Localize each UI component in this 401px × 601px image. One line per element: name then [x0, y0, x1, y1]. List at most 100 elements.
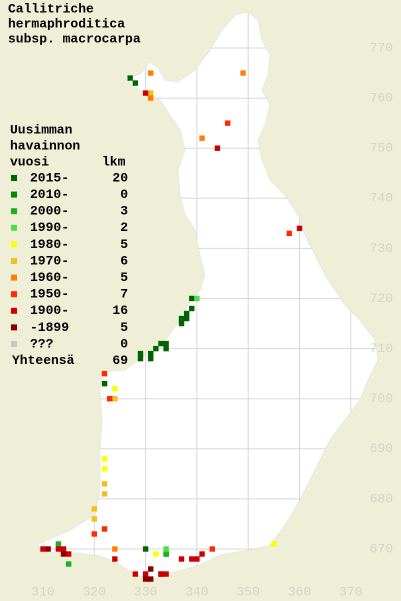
observation-square: [148, 576, 154, 582]
observation-square: [91, 506, 97, 512]
observation-square: [132, 80, 139, 86]
legend-total-label: Yhteensä: [12, 353, 75, 368]
observation-square: [148, 350, 154, 357]
legend-swatch: [11, 191, 17, 198]
y-tick-label: 680: [370, 491, 393, 506]
observation-square: [101, 456, 108, 462]
legend-swatch: [11, 175, 17, 181]
legend-count-header: lkm: [102, 154, 126, 169]
legend: Uusimman havainnon vuosi lkm 2015- 202010…: [10, 122, 128, 368]
title-line: subsp. macrocarpa: [8, 31, 141, 46]
observation-square: [112, 396, 118, 402]
observation-square: [91, 516, 97, 522]
legend-title: havainnon: [10, 138, 80, 153]
observation-square: [148, 70, 154, 76]
observation-square: [137, 350, 144, 357]
legend-swatch: [11, 258, 17, 264]
observation-square: [101, 380, 108, 387]
y-tick-label: 690: [370, 441, 393, 456]
x-tick-label: 370: [339, 584, 362, 599]
observation-square: [45, 546, 51, 552]
observation-square: [60, 546, 67, 552]
x-tick-label: 350: [236, 584, 259, 599]
title-line: hermaphroditica: [8, 16, 125, 31]
legend-label: 1950-: [30, 287, 69, 302]
legend-total: 69: [112, 353, 128, 368]
observation-square: [183, 315, 190, 322]
y-tick-label: 760: [370, 91, 393, 106]
observation-square: [189, 556, 195, 562]
observation-square: [163, 340, 169, 347]
legend-swatch: [11, 307, 17, 314]
observation-square: [286, 230, 292, 237]
legend-swatch: [11, 324, 17, 331]
legend-label: 2015-: [30, 170, 69, 185]
observation-square: [142, 546, 149, 552]
observation-square: [163, 546, 169, 552]
observation-square: [55, 546, 62, 552]
observation-square: [137, 355, 144, 362]
legend-label: 1990-: [30, 220, 69, 235]
observation-square: [178, 315, 185, 322]
legend-swatch: [11, 274, 17, 281]
observation-square: [296, 225, 303, 232]
legend-count: 16: [112, 303, 128, 318]
legend-swatch: [11, 291, 17, 298]
y-tick-label: 770: [370, 40, 393, 55]
observation-square: [101, 466, 108, 472]
observation-square: [183, 310, 190, 317]
observation-square: [178, 556, 185, 562]
legend-title: vuosi: [10, 154, 49, 169]
legend-label: 1960-: [30, 270, 69, 285]
observation-square: [199, 551, 205, 557]
observation-square: [148, 90, 154, 96]
legend-label: 1980-: [30, 237, 69, 252]
title: Callitriche hermaphroditica subsp. macro…: [8, 1, 141, 46]
y-tick-label: 730: [370, 241, 393, 256]
observation-square: [60, 551, 67, 557]
observation-square: [214, 145, 221, 151]
observation-square: [101, 370, 108, 377]
y-tick-label: 700: [370, 391, 393, 406]
title-line: Callitriche: [8, 1, 94, 16]
legend-count: 2: [120, 220, 128, 235]
observation-square: [194, 556, 200, 562]
observation-square: [163, 551, 169, 557]
country-outline: [37, 11, 379, 581]
observation-square: [132, 571, 139, 577]
observation-square: [148, 355, 154, 362]
legend-label: ???: [30, 336, 54, 351]
legend-count: 5: [120, 237, 128, 252]
legend-title: Uusimman: [10, 122, 73, 137]
observation-square: [148, 95, 154, 101]
y-tick-label: 670: [370, 541, 393, 556]
legend-count: 6: [120, 253, 128, 268]
legend-count: 5: [120, 320, 128, 335]
legend-label: 1900-: [30, 303, 69, 318]
observation-square: [163, 345, 169, 352]
x-tick-label: 330: [134, 584, 157, 599]
observation-square: [101, 481, 108, 487]
legend-label: 2010-: [30, 187, 69, 202]
legend-label: 2000-: [30, 204, 69, 219]
legend-swatch: [11, 224, 17, 231]
x-tick-label: 320: [83, 584, 106, 599]
observation-square: [158, 571, 164, 577]
observation-square: [194, 295, 200, 302]
observation-square: [106, 396, 113, 402]
observation-square: [153, 345, 159, 352]
legend-label: 1970-: [30, 253, 69, 268]
y-tick-label: 710: [370, 341, 393, 356]
observation-square: [112, 556, 118, 562]
observation-square: [158, 340, 164, 347]
observation-square: [163, 571, 169, 577]
y-tick-label: 740: [370, 191, 393, 206]
y-tick-label: 720: [370, 291, 393, 306]
x-tick-label: 340: [185, 584, 208, 599]
observation-square: [55, 541, 62, 547]
observation-square: [240, 70, 246, 76]
x-tick-label: 360: [288, 584, 311, 599]
observation-square: [112, 546, 118, 552]
observation-square: [65, 551, 72, 557]
